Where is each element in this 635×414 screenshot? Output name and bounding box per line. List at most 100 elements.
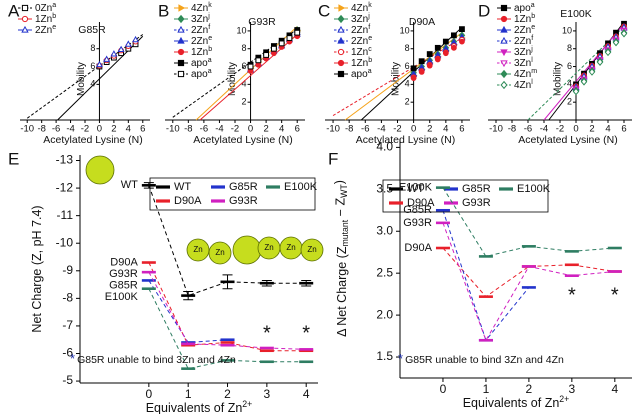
legend-marker <box>500 15 508 23</box>
legend-label: 4Znl <box>514 79 533 91</box>
y-tick-label: 6 <box>405 61 410 71</box>
legend-label-part: f <box>531 35 533 42</box>
legend-label-part: a <box>531 2 535 9</box>
y-tick-label: -7 <box>62 318 73 332</box>
y-tick-label: 2.0 <box>376 307 393 321</box>
marker <box>459 26 465 33</box>
x-axis-label-part: Equivalents of Zn <box>463 396 560 410</box>
legend-label-part: c <box>368 46 372 53</box>
legend-marker <box>21 15 29 23</box>
y-tick-label: -13 <box>56 153 74 167</box>
x-tick-label: 0 <box>145 387 152 401</box>
marker <box>450 32 457 39</box>
legend-label-part: e <box>52 24 56 31</box>
panel-title: E100K <box>560 8 592 20</box>
asterisk: * <box>302 322 310 344</box>
legend-label-part: 2Zn <box>514 25 531 36</box>
x-tick-label: -6 <box>524 124 532 135</box>
x-tick-label: 2 <box>224 387 231 401</box>
y-tick-label: -9 <box>62 263 73 277</box>
legend-label: E100K <box>284 181 318 193</box>
legend-marker <box>500 36 508 44</box>
legend-label: 3Znl <box>514 57 533 69</box>
legend-label-part: 3Zn <box>514 58 531 69</box>
legend-marker <box>178 4 186 12</box>
legend-label: E100K <box>517 183 551 195</box>
x-tick-label: 4 <box>279 124 284 135</box>
legend-label-part: apo <box>514 3 531 14</box>
panel-title: D90A <box>409 16 435 28</box>
y-tick-label: 1.5 <box>376 349 393 363</box>
legend-label-part: j <box>530 46 533 53</box>
x-tick-label: 1 <box>185 387 192 401</box>
x-tick-label: 4 <box>443 124 448 135</box>
x-tick-label: -10 <box>20 124 34 135</box>
x-tick-label: -4 <box>66 124 74 135</box>
zn-label: Zn <box>264 243 273 252</box>
x-tick-label: -4 <box>377 124 385 135</box>
marker <box>459 38 465 45</box>
marker <box>247 63 254 70</box>
y-tick-label: 8 <box>242 43 247 53</box>
legend-label-part: 1Zn <box>35 14 52 25</box>
legend-label-part: 1Zn <box>351 47 368 58</box>
legend-label-part: e <box>531 24 535 31</box>
y-tick-label: 4 <box>90 79 95 89</box>
y-tick-label: 4.0 <box>376 140 393 154</box>
legend-label-part: a <box>52 2 56 9</box>
y-tick-label: -6 <box>62 346 73 360</box>
marker <box>620 29 628 38</box>
protein-cartoon <box>186 238 210 262</box>
series-line <box>442 187 615 257</box>
legend-label: apoa <box>351 68 372 80</box>
panel-title: G85R <box>78 24 106 36</box>
y-axis-label-part: ) <box>333 180 347 184</box>
x-tick-label: -6 <box>52 124 60 135</box>
marker <box>450 44 457 51</box>
legend-label-part: 4Zn <box>514 69 531 80</box>
x-axis-label: Acetylated Lysine (N) <box>193 134 292 146</box>
legend-label: WT <box>174 181 191 193</box>
fit-line <box>344 32 463 121</box>
zn-label: Zn <box>215 248 224 257</box>
legend-label: WT <box>407 183 424 195</box>
legend-marker <box>337 70 345 78</box>
marker <box>604 48 612 57</box>
x-axis-label-part: 2+ <box>242 399 252 409</box>
legend-label-part: k <box>208 2 212 9</box>
panel-title: G93R <box>248 16 276 28</box>
marker <box>596 58 604 66</box>
marker <box>278 40 285 47</box>
x-axis-label: Equivalents of Zn2+ <box>463 394 570 410</box>
legend-label-part: 2Zn <box>351 36 368 47</box>
zn-label: Zn <box>307 245 316 254</box>
marker <box>410 65 417 72</box>
legend-marker <box>177 25 185 33</box>
series-label: G85R <box>109 279 138 291</box>
protein-cartoon <box>300 238 324 262</box>
y-tick-label: 6 <box>90 61 95 71</box>
legend-label: 4Znm <box>514 68 537 80</box>
marker <box>270 45 277 52</box>
x-tick-label: 2 <box>427 124 432 135</box>
marker <box>434 56 441 63</box>
marker <box>294 29 301 36</box>
y-tick-label: 3.5 <box>376 181 393 195</box>
legend-label: 3Znj <box>351 13 370 25</box>
legend-label-part: a <box>208 57 212 64</box>
marker <box>418 58 425 65</box>
y-tick-label: 4 <box>567 79 572 89</box>
marker <box>442 50 449 57</box>
panel-letter: B <box>158 1 169 20</box>
x-axis-label: Acetylated Lysine (N) <box>43 134 142 146</box>
legend-marker <box>177 70 185 78</box>
marker <box>124 40 132 47</box>
y-tick-label: -10 <box>56 235 74 249</box>
y-axis-label-part: mutant <box>340 219 350 246</box>
x-tick-label: -6 <box>361 124 369 135</box>
legend-label: 4Znk <box>351 2 372 14</box>
x-tick-label: 0 <box>248 124 253 135</box>
y-axis-label: Δ Net Charge (Zmutant − ZWT) <box>333 180 351 337</box>
legend-label-part: 4Zn <box>191 3 208 14</box>
